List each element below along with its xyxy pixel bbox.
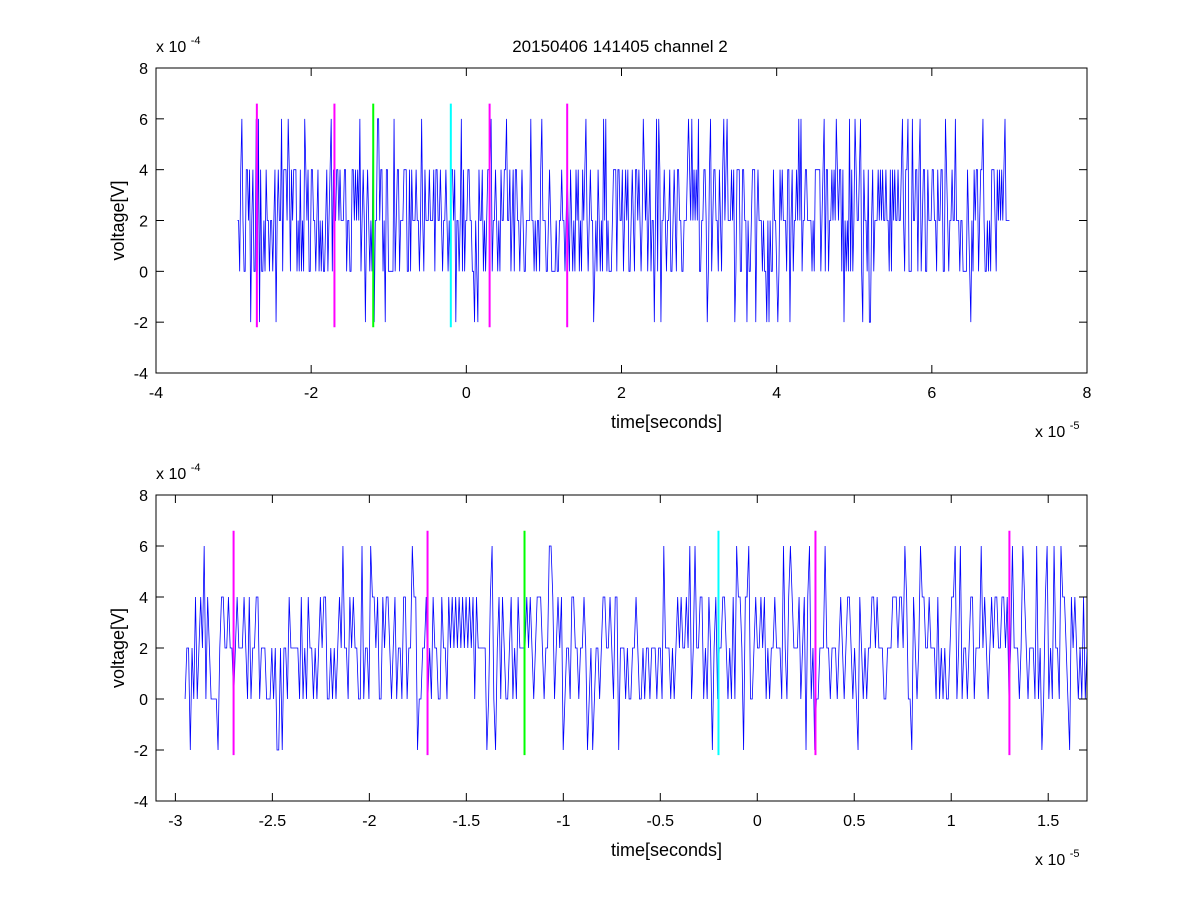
x-tick-label: 1.5 bbox=[1037, 813, 1059, 830]
y-tick-label: 2 bbox=[139, 214, 148, 231]
x-tick-label: 6 bbox=[927, 385, 936, 402]
x-exponent-label: x 10 -5 bbox=[1035, 420, 1079, 441]
y-tick-label: 0 bbox=[139, 264, 148, 281]
x-tick-label: 0 bbox=[462, 385, 471, 402]
y-tick-label: -2 bbox=[134, 743, 148, 760]
y-tick-label: 4 bbox=[139, 163, 148, 180]
x-exponent-superscript: -5 bbox=[1070, 848, 1080, 860]
signal-trace bbox=[184, 545, 1087, 751]
y-axis-label: voltage[V] bbox=[108, 180, 128, 260]
x-tick-label: -2 bbox=[362, 813, 376, 830]
y-exponent-label: x 10 -4 bbox=[156, 462, 200, 483]
x-tick-label: 0.5 bbox=[843, 813, 865, 830]
x-tick-label: -0.5 bbox=[647, 813, 675, 830]
x-tick-label: 2 bbox=[617, 385, 626, 402]
x-tick-label: -3 bbox=[168, 813, 182, 830]
y-tick-label: -4 bbox=[134, 794, 148, 811]
y-tick-label: 8 bbox=[139, 61, 148, 78]
y-axis-label: voltage[V] bbox=[108, 608, 128, 688]
x-axis-label: time[seconds] bbox=[611, 840, 722, 860]
y-exponent-superscript: -4 bbox=[191, 462, 201, 474]
y-tick-label: 6 bbox=[139, 112, 148, 129]
x-tick-label: -1.5 bbox=[453, 813, 481, 830]
figure-title: 20150406 141405 channel 2 bbox=[512, 37, 728, 56]
x-tick-label: -2 bbox=[304, 385, 318, 402]
y-exponent-label: x 10 -4 bbox=[156, 35, 200, 56]
x-exponent-superscript: -5 bbox=[1070, 420, 1080, 432]
x-tick-label: 1 bbox=[947, 813, 956, 830]
x-exponent-label: x 10 -5 bbox=[1035, 848, 1079, 869]
y-tick-label: 4 bbox=[139, 590, 148, 607]
x-tick-label: -1 bbox=[556, 813, 570, 830]
x-tick-label: 8 bbox=[1083, 385, 1092, 402]
top-plot: -4 -2 0 2 4 6 8 -4 -2 0 2 4 6 8 time[seconds] voltage[V… bbox=[108, 35, 1092, 441]
bottom-plot: -3 -2.5 -2 -1.5 -1 -0.5 0 0.5 1 1.5 -4 -2 0 2 4 6 8 time[… bbox=[108, 462, 1088, 869]
y-exponent-superscript: -4 bbox=[191, 35, 201, 47]
y-tick-label: -4 bbox=[134, 366, 148, 383]
y-tick-label: 0 bbox=[139, 692, 148, 709]
x-tick-label: 4 bbox=[772, 385, 781, 402]
signal-trace bbox=[237, 118, 1010, 323]
x-axis-label: time[seconds] bbox=[611, 412, 722, 432]
y-tick-label: 8 bbox=[139, 488, 148, 505]
x-tick-label: 0 bbox=[753, 813, 762, 830]
y-tick-label: 6 bbox=[139, 539, 148, 556]
x-tick-label: -4 bbox=[149, 385, 163, 402]
x-tick-label: -2.5 bbox=[259, 813, 287, 830]
y-tick-label: 2 bbox=[139, 641, 148, 658]
y-tick-label: -2 bbox=[134, 315, 148, 332]
